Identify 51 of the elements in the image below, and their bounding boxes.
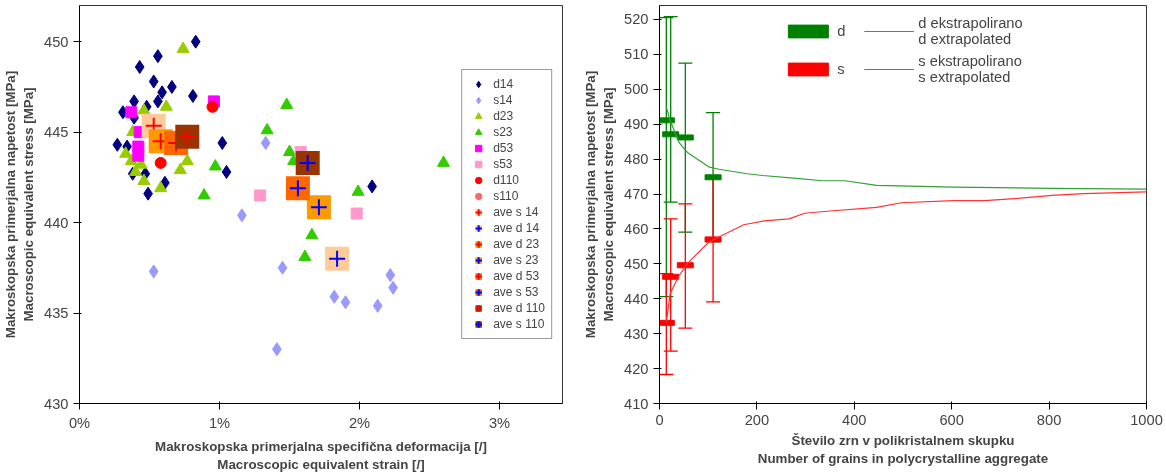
legend-label: ave s 53	[493, 284, 539, 300]
y-tick-label: 435	[44, 305, 69, 322]
y-tick-label: 440	[44, 214, 69, 231]
y-tick-label: 520	[624, 11, 649, 28]
x-tick-label: 1000	[1130, 411, 1163, 428]
x-tick-label: 400	[842, 411, 867, 428]
legend-label: s	[837, 60, 846, 79]
y-tick-label: 500	[624, 81, 649, 98]
legend-label: s23	[493, 124, 514, 140]
y-tick-label: 420	[624, 360, 649, 377]
y-tick-label: 445	[44, 124, 69, 141]
x-tick-label: 1%	[208, 414, 231, 431]
legend-label: ave d 110	[493, 300, 545, 316]
legend-label: ave s 110	[493, 316, 545, 332]
legend-label: ave d 23	[493, 236, 540, 252]
x-tick-label: 800	[1036, 411, 1062, 428]
legend-label: d53	[493, 140, 514, 156]
y-tick-label: 450	[624, 255, 649, 272]
legend-label: s110	[493, 188, 519, 204]
y-tick-label: 440	[624, 290, 649, 307]
x-tick-label: 200	[744, 411, 770, 428]
y-tick-label: 470	[624, 186, 649, 203]
x-tick-label: 0%	[68, 414, 91, 431]
legend-label: ave d 14	[493, 220, 540, 236]
legend-label: s14	[493, 92, 514, 108]
y-axis-title: Makroskopska primerjalna napetost [MPa] Macroscopic equivalent stress [MPa]	[3, 70, 37, 339]
legend-label: s ekstrapolirano s extrapolated	[918, 53, 1022, 85]
y-tick-label: 510	[624, 46, 649, 63]
x-tick-label: 2%	[348, 414, 371, 431]
legend-label: ave s 14	[493, 204, 539, 220]
y-tick-label: 430	[624, 325, 649, 342]
legend-label: ave d 53	[493, 268, 540, 284]
x-axis-title: Makroskopska primerjalna specifična deformacija [/] Macroscopic equivalent strain [/]	[155, 438, 487, 472]
legend-label: d ekstrapolirano d extrapolated	[918, 15, 1023, 47]
x-tick-label: 600	[939, 411, 964, 428]
legend-label: d23	[493, 108, 514, 124]
x-tick-label: 3%	[488, 414, 511, 431]
y-tick-label: 410	[624, 395, 649, 412]
y-tick-label: 460	[624, 220, 649, 237]
legend-label: ave s 23	[493, 252, 539, 268]
y-axis-title: Makroskopska primerjalna napetost [MPa] Macroscopic equivalent stress [MPa]	[583, 70, 617, 339]
legend-label: d14	[493, 76, 514, 92]
y-tick-label: 450	[44, 33, 69, 50]
y-tick-label: 430	[44, 395, 69, 412]
legend-label: s53	[493, 156, 514, 172]
y-tick-label: 490	[624, 116, 649, 133]
legend-label: d110	[493, 172, 519, 188]
x-tick-label: 0	[655, 411, 664, 428]
y-tick-label: 480	[624, 151, 649, 168]
legend-label: d	[837, 22, 847, 41]
x-axis-title: Število zrn v polikristalnem skupku Number of grains in polycrystalline aggregate	[757, 432, 1049, 466]
